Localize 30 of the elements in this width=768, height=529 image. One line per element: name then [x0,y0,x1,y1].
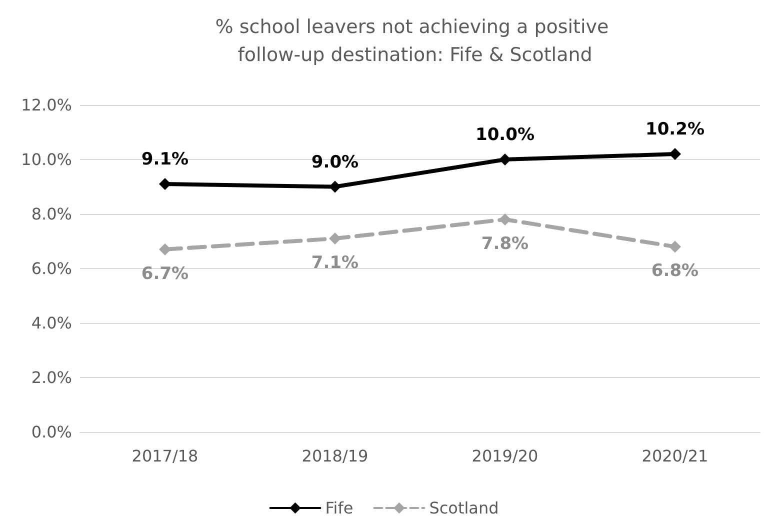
x-tick-label: 2018/19 [302,446,368,466]
y-tick-label: 4.0% [31,314,72,332]
data-label: 10.0% [476,125,534,145]
data-label: 9.1% [141,150,189,170]
point [669,240,681,253]
legend-label: Scotland [429,498,499,518]
x-tick-label: 2020/21 [642,446,708,466]
data-label: 10.2% [646,120,704,140]
point [669,148,681,160]
y-tick-label: 12.0% [21,96,72,114]
y-tick-label: 8.0% [31,204,72,224]
legend-label: Fife [325,498,354,518]
point [329,180,341,193]
data-label: 6.7% [141,264,189,284]
x-tick-label: 2017/18 [132,446,198,466]
y-tick-label: 0.0% [31,422,72,442]
data-label: 6.8% [651,261,699,282]
data-label: 9.0% [311,152,359,172]
point [499,213,511,226]
chart-title: % school leavers not achieving a positive follow-up destination: Fife & Scotland [215,16,615,66]
x-tick-label: 2019/20 [472,446,538,466]
point [159,178,171,190]
point [159,243,171,256]
data-label: 7.1% [311,253,359,274]
point [329,232,341,245]
y-tick-label: 2.0% [31,368,72,387]
data-label: 7.8% [481,234,529,254]
point [499,154,511,166]
y-tick-label: 6.0% [31,259,72,278]
y-tick-label: 10.0% [21,150,72,169]
